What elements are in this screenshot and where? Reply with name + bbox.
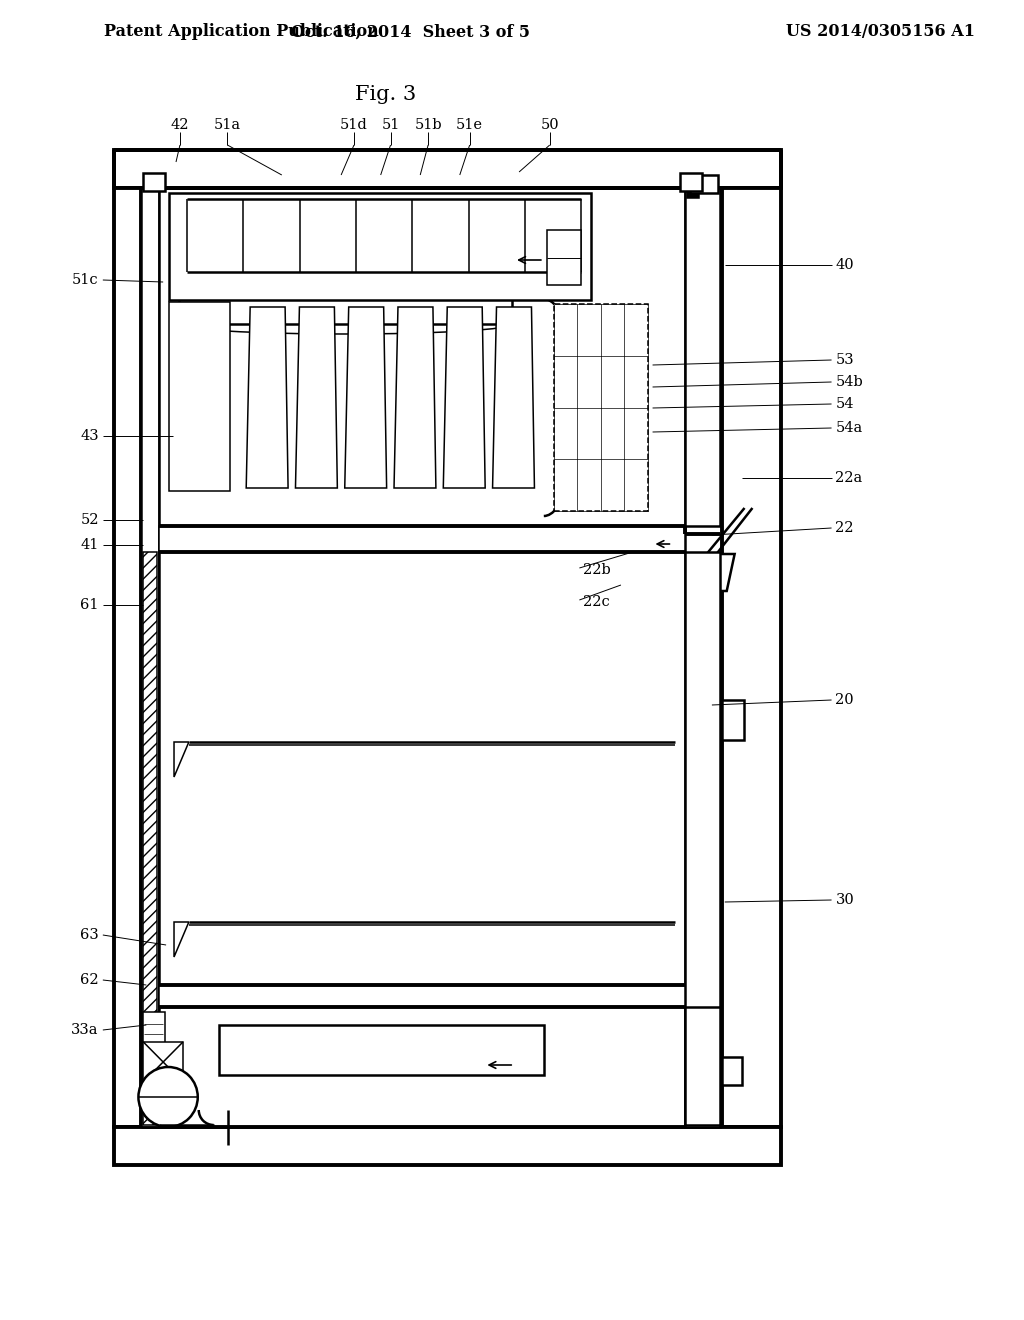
Bar (143, 1041, 183, 1082)
Text: 22b: 22b (584, 564, 611, 577)
Bar (690, 176, 718, 193)
Text: 51e: 51e (456, 117, 483, 132)
Text: 51: 51 (381, 117, 399, 132)
Bar (722, 1057, 741, 1085)
Text: 22c: 22c (584, 595, 610, 609)
Bar (218, 1026, 544, 1074)
Text: 22a: 22a (836, 471, 863, 484)
Text: 41: 41 (81, 539, 99, 552)
Text: 51d: 51d (340, 117, 368, 132)
Polygon shape (443, 308, 485, 488)
Text: 42: 42 (171, 117, 189, 132)
Bar (685, 552, 720, 1127)
Bar (685, 187, 720, 525)
Polygon shape (174, 742, 188, 777)
Bar (143, 1012, 165, 1047)
Bar (687, 187, 699, 198)
Polygon shape (296, 308, 337, 488)
Bar (141, 187, 159, 1127)
Text: 54: 54 (836, 397, 854, 411)
Text: 53: 53 (836, 352, 854, 367)
Polygon shape (174, 921, 188, 957)
Text: Oct. 16, 2014  Sheet 3 of 5: Oct. 16, 2014 Sheet 3 of 5 (291, 24, 529, 41)
Text: 54a: 54a (836, 421, 863, 436)
Polygon shape (246, 308, 288, 488)
Text: Patent Application Publication: Patent Application Publication (103, 24, 379, 41)
Text: 51a: 51a (214, 117, 241, 132)
Text: 62: 62 (80, 973, 99, 987)
Bar (159, 985, 685, 1007)
Bar (143, 552, 158, 1125)
Polygon shape (394, 308, 436, 488)
Bar (169, 193, 591, 300)
Text: 51b: 51b (415, 117, 442, 132)
Text: 22: 22 (836, 521, 854, 535)
Text: 43: 43 (80, 429, 99, 444)
Text: 54b: 54b (836, 375, 863, 389)
Bar (159, 525, 685, 552)
Bar (143, 173, 165, 191)
Text: Fig. 3: Fig. 3 (355, 86, 416, 104)
Text: 33a: 33a (72, 1023, 99, 1038)
Bar (169, 302, 230, 491)
Bar (547, 230, 582, 285)
Text: 61: 61 (80, 598, 99, 612)
Text: US 2014/0305156 A1: US 2014/0305156 A1 (786, 24, 975, 41)
Text: 50: 50 (541, 117, 559, 132)
Polygon shape (345, 308, 387, 488)
Polygon shape (699, 554, 734, 591)
Bar (722, 187, 781, 1127)
Circle shape (138, 1067, 198, 1127)
Polygon shape (493, 308, 535, 488)
Text: 40: 40 (836, 257, 854, 272)
Bar (114, 150, 781, 187)
Text: 63: 63 (80, 928, 99, 942)
Bar (680, 173, 702, 191)
Text: 52: 52 (80, 513, 99, 527)
Text: 30: 30 (836, 894, 854, 907)
Bar (114, 1127, 781, 1166)
Bar (114, 187, 141, 1127)
Bar (685, 1007, 720, 1125)
Bar (554, 304, 647, 511)
Text: 51c: 51c (73, 273, 99, 286)
Bar (722, 700, 743, 741)
Text: 20: 20 (836, 693, 854, 708)
